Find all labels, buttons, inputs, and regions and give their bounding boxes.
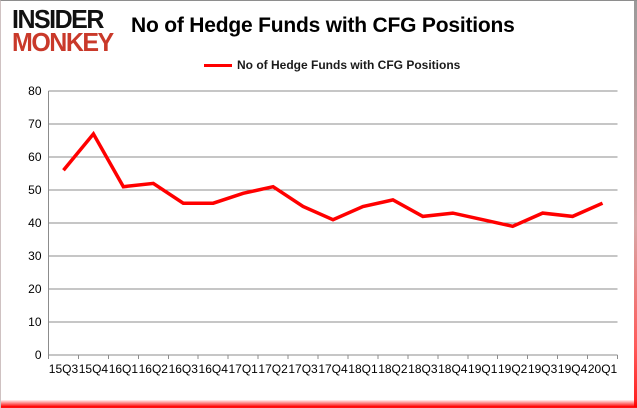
x-axis-tick-label: 17Q2 [258, 362, 288, 376]
x-axis-tick-label: 16Q3 [169, 362, 199, 376]
legend: No of Hedge Funds with CFG Positions [204, 58, 460, 72]
insider-monkey-logo: INSIDER MONKEY [12, 4, 114, 57]
frame-right-accent [634, 1, 637, 408]
logo-line-insider: INSIDER [12, 4, 104, 35]
frame-bottom-accent [1, 400, 637, 408]
chart-title: No of Hedge Funds with CFG Positions [131, 14, 515, 37]
x-axis-tick-label: 16Q1 [109, 362, 139, 376]
x-axis-tick-label: 18Q1 [348, 362, 378, 376]
y-axis-tick-label: 0 [35, 348, 42, 362]
x-axis-tick-label: 18Q3 [408, 362, 438, 376]
y-axis-tick-label: 30 [28, 249, 42, 263]
y-axis-tick-label: 10 [28, 315, 42, 329]
x-axis-tick-label: 18Q4 [438, 362, 468, 376]
y-axis-tick-label: 60 [28, 150, 42, 164]
x-axis-tick-label: 16Q4 [199, 362, 229, 376]
x-axis-tick-label: 16Q2 [139, 362, 169, 376]
logo-line-monkey: MONKEY [12, 27, 114, 57]
x-axis-tick-label: 19Q4 [558, 362, 588, 376]
x-axis-tick-label: 20Q1 [588, 362, 618, 376]
x-axis-tick-label: 19Q3 [528, 362, 558, 376]
x-axis-tick-label: 17Q3 [288, 362, 318, 376]
legend-label: No of Hedge Funds with CFG Positions [237, 58, 461, 72]
x-axis-tick-label: 19Q1 [468, 362, 498, 376]
x-axis-tick-label: 17Q1 [228, 362, 258, 376]
y-axis-tick-label: 40 [28, 216, 42, 230]
y-axis-tick-label: 70 [28, 117, 42, 131]
y-axis-tick-label: 20 [28, 282, 42, 296]
y-axis-tick-label: 80 [28, 84, 42, 98]
x-axis-tick-label: 15Q4 [79, 362, 109, 376]
x-axis-tick-label: 17Q4 [318, 362, 348, 376]
x-axis-tick-label: 18Q2 [378, 362, 408, 376]
x-axis-tick-label: 15Q3 [49, 362, 79, 376]
y-axis-tick-label: 50 [28, 183, 42, 197]
x-axis-tick-label: 19Q2 [498, 362, 528, 376]
series-line [62, 130, 604, 229]
legend-line-swatch [204, 63, 232, 67]
